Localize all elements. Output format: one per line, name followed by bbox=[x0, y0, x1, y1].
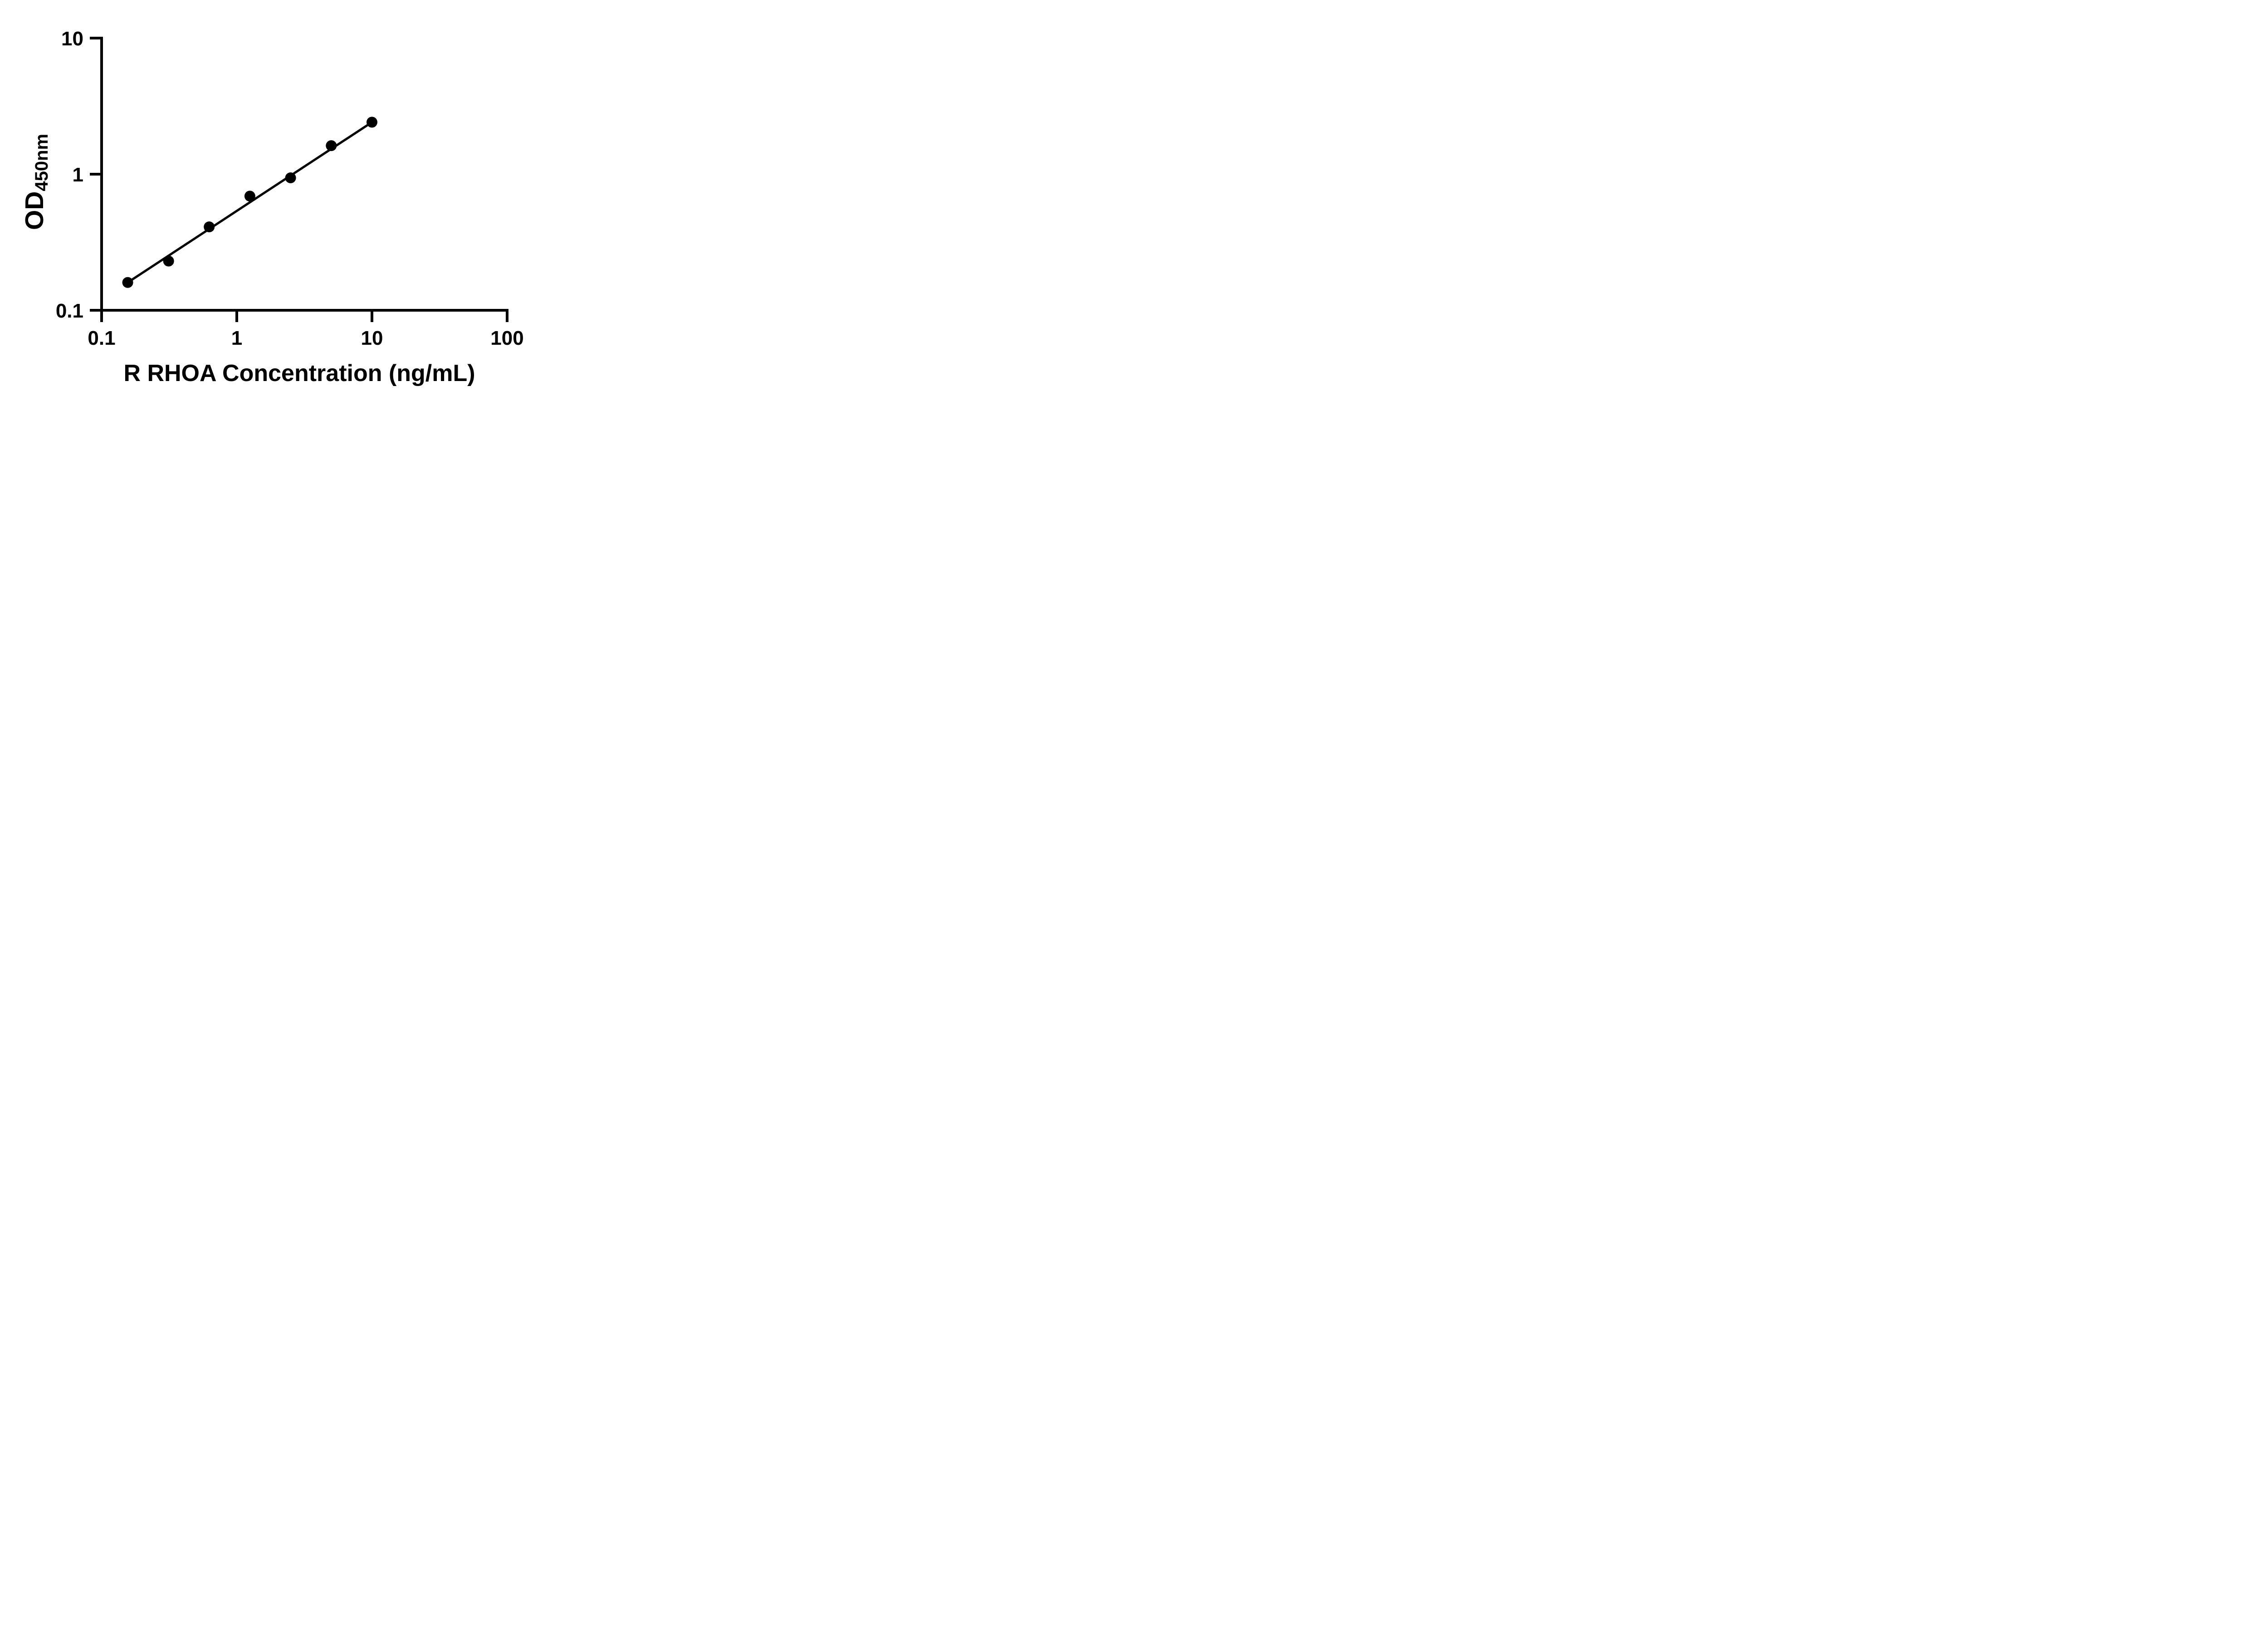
data-point bbox=[122, 277, 133, 288]
x-tick-label: 1 bbox=[231, 327, 242, 349]
x-tick-label: 10 bbox=[361, 327, 383, 349]
series-layer bbox=[122, 117, 377, 288]
data-point bbox=[244, 191, 255, 202]
axes-frame bbox=[90, 37, 508, 322]
y-tick-label: 0.1 bbox=[56, 300, 83, 322]
data-point bbox=[163, 255, 174, 267]
data-point bbox=[204, 221, 215, 233]
y-tick-label: 10 bbox=[61, 28, 83, 50]
y-axis-title: OD450nm bbox=[20, 134, 52, 230]
y-axis-title-subscript: 450nm bbox=[32, 134, 52, 191]
x-axis-title: R RHOA Concentration (ng/mL) bbox=[123, 360, 475, 386]
standard-curve-figure: 0.1 1 10 0.1 1 10 100 R RHOA Concentration (ng… bbox=[0, 0, 572, 408]
data-point bbox=[326, 140, 337, 152]
y-axis-title-main: OD bbox=[20, 191, 49, 230]
x-tick-label: 0.1 bbox=[88, 327, 115, 349]
data-point bbox=[367, 117, 377, 128]
y-tick-label: 1 bbox=[73, 164, 83, 186]
standard-curve-chart: 0.1 1 10 0.1 1 10 100 R RHOA Concentration (ng… bbox=[20, 28, 524, 386]
data-point bbox=[285, 172, 296, 184]
tick-labels-layer: 0.1 1 10 0.1 1 10 100 bbox=[56, 28, 524, 349]
x-tick-label: 100 bbox=[490, 327, 523, 349]
